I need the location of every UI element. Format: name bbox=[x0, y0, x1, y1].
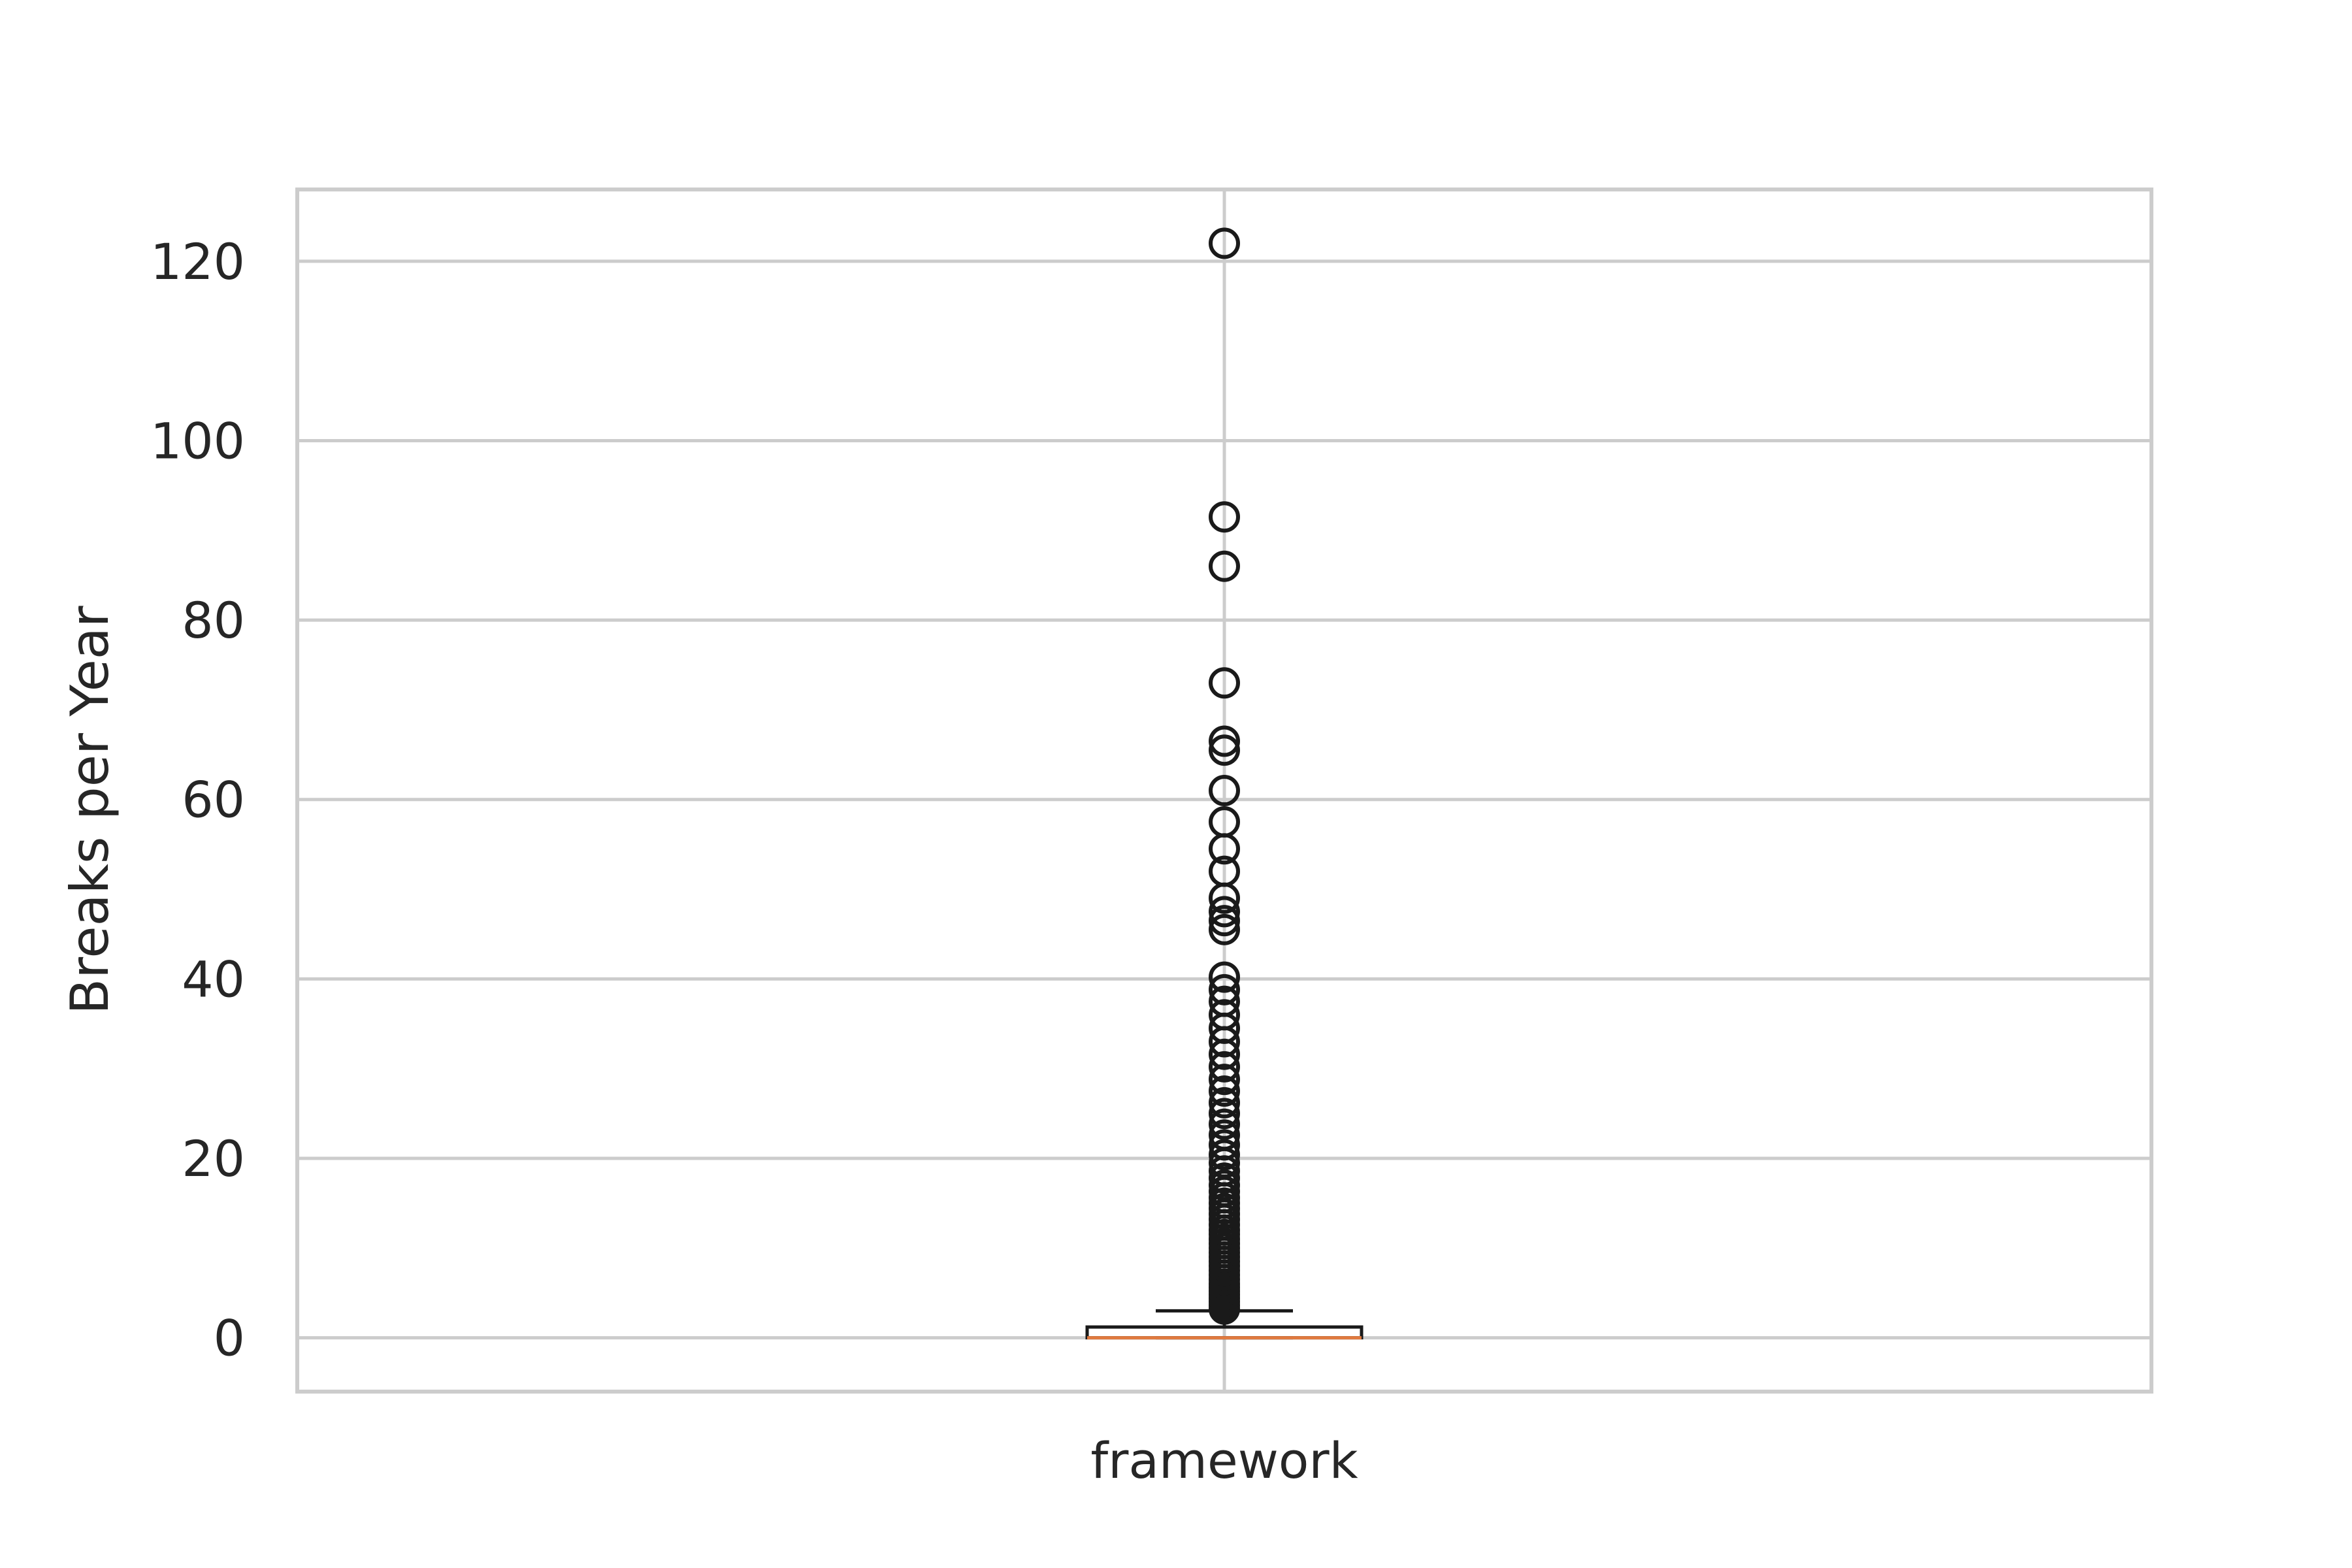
outlier-point bbox=[1209, 775, 1240, 806]
outlier-point bbox=[1209, 725, 1240, 757]
plot-frame bbox=[295, 188, 2153, 1394]
grid-layer bbox=[297, 189, 2151, 1392]
outlier-point bbox=[1209, 905, 1240, 937]
outlier-point bbox=[1209, 550, 1240, 582]
outlier-point bbox=[1209, 1075, 1240, 1107]
outlier-point bbox=[1209, 913, 1240, 945]
outlier-point bbox=[1209, 855, 1240, 887]
outlier-point bbox=[1209, 1098, 1240, 1130]
outlier-point bbox=[1209, 896, 1240, 928]
outlier-point bbox=[1209, 973, 1240, 1005]
y-tick-label: 0 bbox=[214, 1309, 245, 1367]
y-tick-label: 120 bbox=[150, 233, 245, 291]
y-tick-label: 20 bbox=[182, 1130, 245, 1188]
outlier-point bbox=[1209, 667, 1240, 699]
outlier-point bbox=[1209, 1086, 1240, 1119]
y-tick-labels: 0 20 40 60 80 100 120 bbox=[150, 233, 245, 1367]
outlier-point bbox=[1209, 227, 1240, 259]
x-tick-label: framework bbox=[1090, 1431, 1358, 1490]
outlier-point bbox=[1209, 1119, 1240, 1151]
outlier-point bbox=[1209, 961, 1240, 993]
y-tick-label: 100 bbox=[150, 412, 245, 470]
y-tick-label: 80 bbox=[182, 591, 245, 649]
outlier-point bbox=[1209, 985, 1240, 1017]
outlier-point bbox=[1209, 1108, 1240, 1140]
outlier-point bbox=[1209, 734, 1240, 766]
y-tick-label: 60 bbox=[182, 771, 245, 829]
outlier-point bbox=[1209, 999, 1240, 1031]
outlier-point bbox=[1209, 1139, 1240, 1171]
box-layer bbox=[1085, 1309, 1364, 1340]
outlier-point bbox=[1209, 1064, 1240, 1096]
y-axis-label: Breaks per Year bbox=[59, 606, 120, 1015]
outlier-layer bbox=[1209, 227, 1240, 1325]
y-tick-label: 40 bbox=[182, 950, 245, 1008]
outlier-point bbox=[1209, 1051, 1240, 1083]
outlier-point bbox=[1209, 501, 1240, 533]
outlier-point bbox=[1209, 806, 1240, 838]
outlier-point bbox=[1209, 1129, 1240, 1161]
x-tick-labels: framework bbox=[1090, 1431, 1358, 1490]
